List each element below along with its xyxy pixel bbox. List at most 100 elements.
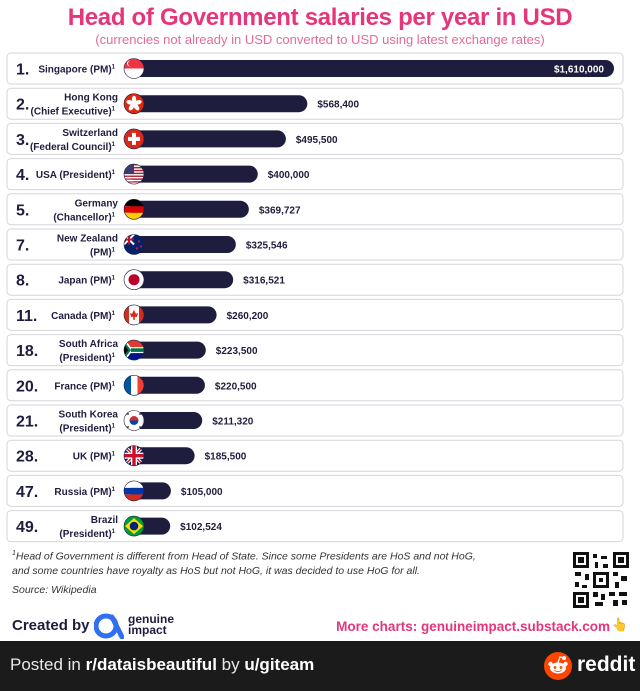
chart-row: 47. Russia (PM)1 $105,000 [6, 474, 624, 507]
value-label: $1,610,000 [554, 65, 604, 76]
flag-usa-icon [124, 164, 144, 185]
chart-row: 21. South Korea (President)1 $211,320 [6, 404, 624, 437]
bar-chart: 1. Singapore (PM)1 $1,610,000 2. Hong Kong (C… [6, 52, 624, 543]
rank-label: 5. [16, 202, 29, 219]
chart-row: 28. UK (PM)1 $185,500 [6, 439, 624, 472]
value-label: $185,500 [205, 452, 247, 463]
footnote-marker: 1 [112, 212, 116, 218]
footnote-marker: 1 [112, 311, 116, 317]
value-label: $369,727 [259, 205, 301, 216]
value-label: $568,400 [317, 100, 359, 111]
salary-bar [130, 200, 249, 218]
salary-bar [130, 165, 258, 183]
brand-name-line1: genuine [128, 612, 175, 626]
value-label: $495,500 [296, 135, 338, 146]
footnote-marker: 1 [112, 248, 116, 254]
salary-bar [130, 376, 205, 394]
salary-bar [130, 341, 206, 359]
country-name: Canada (PM)1 [51, 311, 116, 322]
rank-label: 3. [16, 132, 29, 149]
salary-bar [130, 271, 234, 289]
rank-label: 18. [16, 343, 38, 360]
flag-switzerland-icon [124, 128, 144, 149]
chart-row: 1. Singapore (PM)1 $1,610,000 [6, 52, 624, 85]
rank-label: 8. [16, 273, 29, 290]
government-role: (PM)1 [90, 248, 116, 259]
value-label: $400,000 [268, 170, 310, 181]
chart-row: 2. Hong Kong (Chief Executive)1 $568,400 [6, 87, 624, 120]
chart-title: Head of Government salaries per year in … [67, 4, 573, 31]
subreddit-link[interactable]: r/dataisbeautiful [85, 655, 217, 674]
flag-new-zealand-icon [124, 234, 144, 255]
flag-south-korea-icon [124, 410, 144, 431]
government-role: (President)1 [59, 424, 115, 435]
government-role: (Chancellor)1 [53, 212, 115, 223]
chart-subtitle: (currencies not already in USD converted… [95, 32, 545, 47]
country-name: France (PM)1 [54, 381, 115, 392]
footnote-line1: Head of Government is different from Hea… [15, 550, 476, 563]
country-name: UK (PM)1 [73, 452, 116, 463]
flag-japan-icon [124, 269, 144, 290]
country-name: USA (President)1 [36, 170, 116, 181]
flag-germany-icon [124, 199, 144, 220]
footnote-marker: 1 [112, 65, 116, 71]
chart-row: 5. Germany (Chancellor)1 $369,727 [6, 193, 624, 226]
rank-label: 4. [16, 167, 29, 184]
country-name: Hong Kong [64, 93, 118, 104]
footnote-marker: 1 [112, 487, 116, 493]
reddit-footer-bar [0, 641, 640, 691]
flag-canada-icon [124, 304, 144, 325]
rank-label: 1. [16, 62, 29, 79]
footnote-marker: 1 [112, 381, 116, 387]
salary-bar [130, 306, 217, 324]
value-label: $102,524 [180, 522, 222, 533]
flag-france-icon [124, 375, 144, 396]
chart-row: 11. Canada (PM)1 $260,200 [6, 298, 624, 331]
value-label: $211,320 [212, 417, 254, 428]
footnote-marker: 1 [112, 170, 116, 176]
username-link[interactable]: u/giteam [244, 655, 315, 674]
country-name: New Zealand [57, 234, 118, 245]
footnote-line2: and some countries have royalty as HoS b… [12, 564, 420, 577]
chart-row: 49. Brazil (President)1 $102,524 [6, 510, 624, 543]
salary-bar [130, 412, 203, 429]
flag-hong-kong-icon [124, 93, 144, 114]
qr-code-icon[interactable] [573, 552, 629, 608]
chart-row: 3. Switzerland (Federal Council)1 $495,500 [6, 122, 624, 155]
posted-prefix: Posted in [10, 655, 86, 674]
value-label: $105,000 [181, 487, 223, 498]
reddit-wordmark: reddit [577, 653, 636, 676]
brand-name[interactable]: genuine impact [128, 612, 175, 637]
country-name: Japan (PM)1 [58, 276, 115, 287]
rank-label: 11. [16, 308, 37, 325]
footnote-marker: 1 [112, 107, 116, 113]
brand-name-line2: impact [128, 623, 167, 637]
footnote-marker: 1 [112, 276, 116, 282]
country-name: Germany [75, 198, 119, 209]
more-charts-link[interactable]: More charts: genuineimpact.substack.com [336, 619, 610, 634]
footnote-marker: 1 [112, 142, 116, 148]
country-name: Brazil [91, 515, 118, 526]
chart-row: 4. USA (President)1 $400,000 [6, 158, 624, 191]
rank-label: 21. [16, 414, 38, 431]
salary-bar [130, 130, 286, 148]
flag-russia-icon [124, 480, 144, 501]
value-label: $325,546 [246, 241, 288, 252]
country-name: Switzerland [62, 128, 118, 139]
reddit-logo-icon[interactable] [544, 652, 572, 680]
genuine-impact-logo-icon[interactable] [94, 613, 124, 639]
chart-row: 8. Japan (PM)1 $316,521 [6, 263, 624, 296]
salary-bar [130, 60, 614, 77]
flag-brazil-icon [124, 516, 144, 537]
salary-bar [130, 447, 195, 465]
footnote-marker: 1 [112, 353, 116, 359]
country-name: Singapore (PM)1 [38, 65, 115, 76]
pointing-hand-icon: 👆 [611, 617, 628, 632]
salary-bar [130, 95, 308, 113]
value-label: $223,500 [216, 346, 258, 357]
value-label: $220,500 [215, 381, 257, 392]
footnote-marker: 1 [12, 550, 16, 557]
government-role: (President)1 [59, 353, 115, 364]
footnote: 1Head of Government is different from He… [12, 547, 572, 578]
posted-in-text: Posted in r/dataisbeautiful by u/giteam [10, 655, 314, 675]
